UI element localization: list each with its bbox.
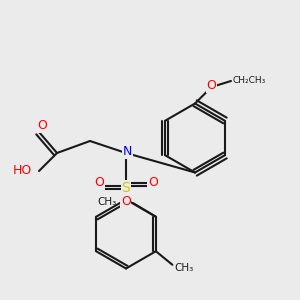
Text: HO: HO: [12, 164, 32, 178]
Text: CH₃: CH₃: [98, 197, 117, 207]
Text: O: O: [207, 79, 216, 92]
Text: CH₂CH₃: CH₂CH₃: [232, 76, 266, 85]
Text: CH₃: CH₃: [174, 263, 193, 273]
Text: O: O: [37, 119, 47, 133]
Text: O: O: [148, 176, 158, 190]
Text: N: N: [123, 145, 132, 158]
Text: S: S: [122, 181, 130, 194]
Text: O: O: [94, 176, 104, 190]
Text: O: O: [121, 195, 131, 208]
